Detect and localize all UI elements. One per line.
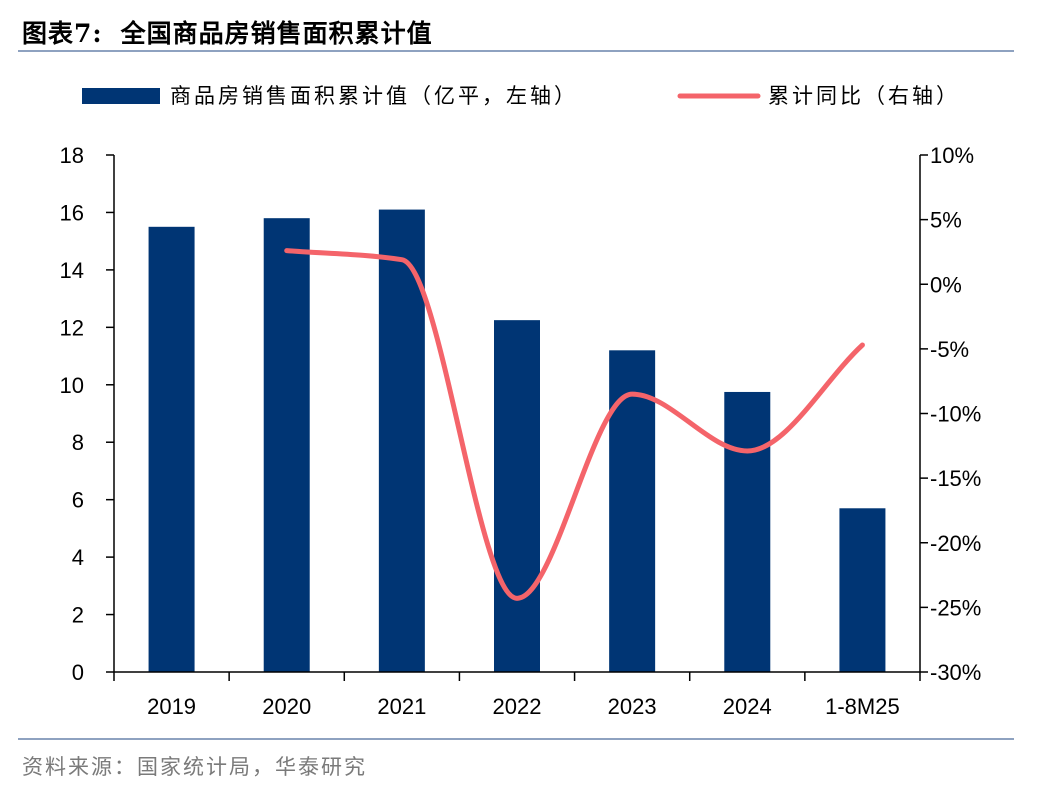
x-tick-label: 2021 [377, 694, 426, 719]
left-tick-label: 18 [60, 143, 84, 168]
x-tick-label: 2024 [723, 694, 772, 719]
right-tick-label: -20% [930, 531, 981, 556]
right-tick-label: -5% [930, 337, 969, 362]
figure-title: 图表7: 全国商品房销售面积累计值 [22, 14, 433, 50]
bar-2024 [724, 391, 771, 672]
left-tick-label: 2 [72, 603, 84, 628]
right-tick-label: -25% [930, 595, 981, 620]
right-tick-label: 5% [930, 208, 962, 233]
legend-label-bar: 商品房销售面积累计值（亿平，左轴） [170, 84, 578, 108]
figure-title-text: 全国商品房销售面积累计值 [120, 19, 433, 48]
left-tick-label: 8 [72, 430, 84, 455]
x-tick-label: 1-8M25 [825, 694, 900, 719]
right-tick-label: -10% [930, 402, 981, 427]
top-rule [18, 50, 1014, 52]
left-tick-label: 4 [72, 545, 84, 570]
right-tick-label: 0% [930, 272, 962, 297]
right-tick-label: -15% [930, 466, 981, 491]
plot-area: 0 2 4 6 8 10 12 14 16 18 -30% -25% -20% -15% -10% -5% 0%… [60, 143, 982, 719]
left-tick-label: 10 [60, 373, 84, 398]
left-tick-label: 0 [72, 660, 84, 685]
bar-2021 [378, 209, 425, 673]
x-tick-label: 2023 [608, 694, 657, 719]
x-tick-label: 2019 [147, 694, 196, 719]
bar-1-8M25 [839, 508, 886, 672]
right-tick-label: 10% [930, 143, 974, 168]
left-tick-label: 6 [72, 488, 84, 513]
x-tick-label: 2020 [262, 694, 311, 719]
left-tick-label: 14 [60, 258, 84, 283]
source-note: 资料来源：国家统计局，华泰研究 [22, 755, 367, 779]
left-tick-label: 12 [60, 315, 84, 340]
bar-2020 [263, 218, 310, 672]
legend: 商品房销售面积累计值（亿平，左轴） 累计同比（右轴） [82, 84, 960, 108]
figure-number: 图表7: [22, 19, 103, 48]
yoy-line [284, 248, 865, 601]
right-tick-label: -30% [930, 660, 981, 685]
x-tick-label: 2022 [493, 694, 542, 719]
left-tick-label: 16 [60, 200, 84, 225]
legend-swatch-bar [82, 88, 160, 104]
bar-2019 [148, 226, 195, 673]
legend-label-line: 累计同比（右轴） [768, 84, 960, 108]
bar-2022 [494, 320, 540, 672]
bottom-rule [18, 738, 1014, 740]
chart: 商品房销售面积累计值（亿平，左轴） 累计同比（右轴） 0 2 4 6 8 10 12 14 16… [60, 84, 982, 719]
